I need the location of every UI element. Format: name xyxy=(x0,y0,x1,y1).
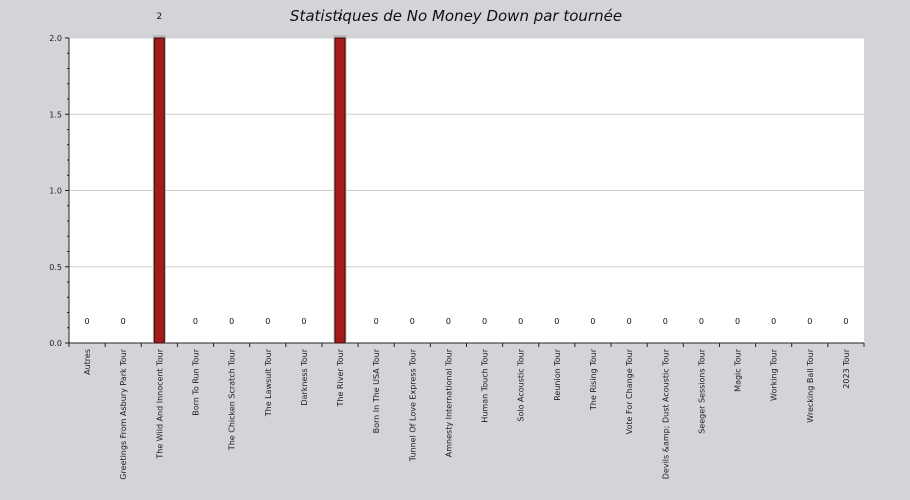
x-tick-label: Autres xyxy=(83,349,92,375)
y-tick-label: 2.0 xyxy=(49,34,62,43)
x-tick-label: Solo Acoustic Tour xyxy=(517,348,526,421)
x-tick-label: Magic Tour xyxy=(734,348,743,392)
y-tick-label: 0.0 xyxy=(49,339,62,348)
y-tick-label: 1.5 xyxy=(49,110,62,119)
chart-title: Statistiques de No Money Down par tourné… xyxy=(290,7,622,25)
x-tick-label: Human Touch Tour xyxy=(481,348,490,422)
x-tick-label: Devils &amp; Dust Acoustic Tour xyxy=(661,348,670,479)
data-label: 0 xyxy=(193,317,198,326)
data-label: 0 xyxy=(374,317,379,326)
bar xyxy=(153,37,165,344)
y-tick-label: 0.5 xyxy=(49,263,62,272)
data-label: 0 xyxy=(446,317,451,326)
data-label: 0 xyxy=(482,317,487,326)
x-tick-label: Born To Run Tour xyxy=(191,348,200,415)
data-label: 0 xyxy=(663,317,668,326)
data-label: 0 xyxy=(121,317,126,326)
x-tick-label: Amnesty International Tour xyxy=(444,348,453,457)
y-tick-label: 1.0 xyxy=(49,187,62,196)
data-label: 0 xyxy=(807,317,812,326)
x-tick-label: Reunion Tour xyxy=(553,348,562,400)
x-tick-label: The River Tour xyxy=(336,348,345,407)
data-label: 0 xyxy=(301,317,306,326)
data-label: 0 xyxy=(518,317,523,326)
data-label: 2 xyxy=(337,12,343,22)
bar xyxy=(334,37,346,344)
data-label: 0 xyxy=(590,317,595,326)
x-tick-label: Tunnel Of Love Express Tour xyxy=(408,348,417,462)
data-label: 0 xyxy=(265,317,270,326)
x-tick-label: Seeger Sessions Tour xyxy=(697,348,706,433)
data-label: 2 xyxy=(156,12,162,22)
x-tick-label: Wrecking Ball Tour xyxy=(806,348,815,422)
x-tick-label: The Lawsuit Tour xyxy=(264,348,273,417)
data-label: 0 xyxy=(410,317,415,326)
data-label: 0 xyxy=(771,317,776,326)
x-tick-label: Born In The USA Tour xyxy=(372,348,381,433)
x-tick-label: Vote For Change Tour xyxy=(625,348,634,434)
data-label: 0 xyxy=(843,317,848,326)
data-label: 0 xyxy=(735,317,740,326)
x-tick-label: The Chicken Scratch Tour xyxy=(228,348,237,451)
x-tick-label: 2023 Tour xyxy=(842,348,851,388)
x-tick-label: Darkness Tour xyxy=(300,348,309,405)
x-tick-label: The Rising Tour xyxy=(589,348,598,411)
data-label: 0 xyxy=(699,317,704,326)
x-tick-label: Working Tour xyxy=(770,348,779,401)
x-tick-label: The Wild And Innocent Tour xyxy=(155,348,164,459)
data-label: 0 xyxy=(554,317,559,326)
data-label: 0 xyxy=(627,317,632,326)
data-label: 0 xyxy=(229,317,234,326)
data-label: 0 xyxy=(85,317,90,326)
x-tick-label: Greetings From Asbury Park Tour xyxy=(119,348,128,479)
